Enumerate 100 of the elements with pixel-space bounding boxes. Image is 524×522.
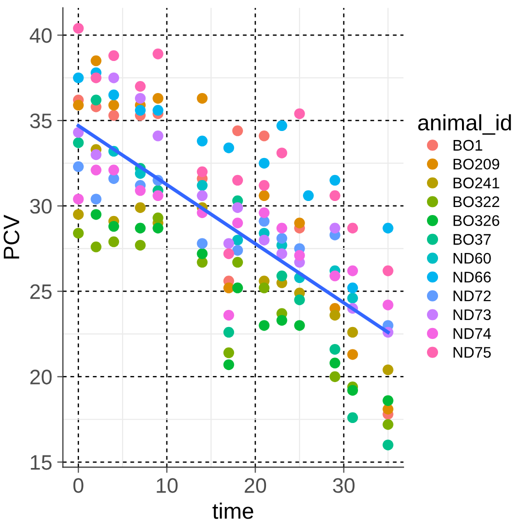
legend-label: BO209 — [454, 158, 500, 170]
y-tick-label: 40 — [30, 28, 52, 43]
point — [294, 294, 305, 306]
point — [134, 92, 146, 104]
point — [152, 222, 164, 234]
point — [294, 108, 305, 120]
point — [72, 209, 84, 220]
point — [347, 412, 358, 424]
x-tick-label: 0 — [73, 478, 84, 493]
y-tick-label: 20 — [30, 370, 52, 384]
point — [347, 384, 358, 396]
point — [330, 310, 340, 321]
point — [232, 256, 243, 268]
legend-label: ND74 — [454, 328, 491, 339]
point — [258, 190, 270, 202]
point — [232, 125, 243, 136]
point — [152, 190, 164, 202]
point — [90, 164, 102, 176]
point — [382, 364, 394, 376]
y-tick-label: 30 — [30, 198, 52, 214]
point — [276, 270, 288, 282]
point — [108, 100, 120, 111]
point — [330, 358, 340, 368]
point — [223, 359, 234, 370]
point — [196, 238, 208, 249]
point — [330, 371, 340, 382]
point — [294, 320, 305, 331]
point — [196, 166, 208, 178]
point — [330, 270, 340, 282]
point — [276, 248, 288, 260]
legend-label: ND60 — [454, 252, 491, 264]
x-tick-label: 30 — [332, 478, 355, 493]
point — [330, 344, 340, 355]
point — [90, 94, 102, 106]
point — [232, 218, 243, 228]
point — [258, 320, 270, 331]
legend-label: BO37 — [454, 234, 491, 245]
point — [152, 212, 164, 224]
point — [382, 265, 394, 276]
point — [223, 347, 234, 358]
point — [347, 222, 358, 234]
point — [258, 180, 270, 191]
legend-label: BO241 — [454, 178, 500, 188]
point — [152, 104, 164, 116]
x-tick-label: 20 — [244, 478, 266, 493]
point — [72, 100, 84, 111]
point — [108, 110, 120, 121]
y-tick-label: 25 — [30, 284, 52, 300]
point — [258, 158, 270, 169]
point — [90, 149, 102, 160]
point — [72, 194, 84, 204]
legend-label: BO1 — [454, 140, 482, 151]
point — [294, 250, 305, 261]
point — [72, 228, 84, 239]
point — [347, 349, 358, 360]
point — [232, 282, 243, 294]
point — [90, 72, 102, 84]
point — [294, 218, 305, 228]
point — [382, 440, 394, 450]
point — [276, 314, 288, 326]
point — [108, 90, 120, 100]
point — [72, 161, 84, 172]
point — [303, 190, 314, 202]
point — [90, 209, 102, 220]
point — [223, 310, 234, 321]
point — [196, 190, 208, 202]
point — [258, 130, 270, 142]
point — [382, 419, 394, 430]
point — [330, 222, 340, 234]
point — [134, 185, 146, 196]
point — [108, 50, 120, 62]
legend-label: BO322 — [454, 196, 500, 208]
point — [152, 92, 164, 104]
point — [196, 180, 208, 191]
point — [108, 164, 120, 176]
point — [196, 136, 208, 146]
point — [108, 72, 120, 84]
x-tick-label: 10 — [156, 478, 178, 493]
y-tick-label: 15 — [30, 455, 52, 470]
point — [232, 202, 243, 214]
point — [258, 234, 270, 246]
point — [347, 326, 358, 338]
point — [223, 142, 234, 154]
legend-label: BO326 — [454, 215, 500, 226]
point — [90, 242, 102, 252]
point — [223, 238, 234, 249]
point — [134, 104, 146, 116]
point — [258, 207, 270, 218]
point — [330, 190, 340, 202]
point — [108, 221, 120, 232]
point — [134, 202, 146, 214]
point — [232, 174, 243, 186]
legend-label: ND72 — [454, 290, 491, 302]
point — [152, 48, 164, 60]
point — [196, 248, 208, 260]
point — [382, 395, 394, 406]
point — [72, 127, 84, 138]
legend-label: ND73 — [454, 309, 491, 320]
point — [72, 22, 84, 34]
point — [134, 222, 146, 234]
